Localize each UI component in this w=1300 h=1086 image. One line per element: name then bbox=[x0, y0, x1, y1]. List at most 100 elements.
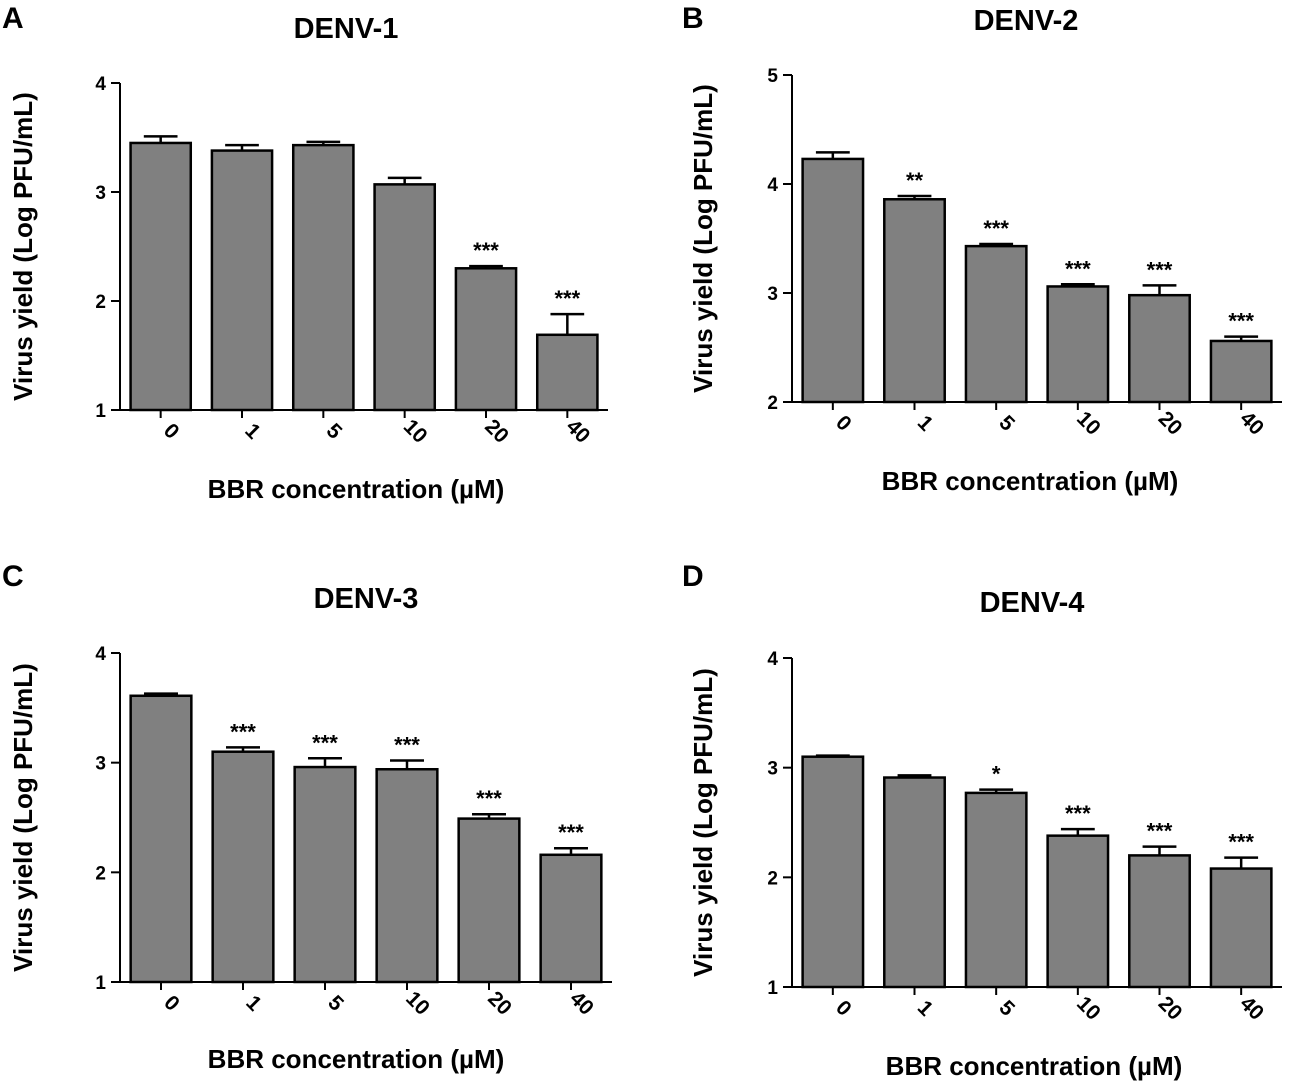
x-tick-label: 10 bbox=[1072, 407, 1105, 440]
bar bbox=[1209, 867, 1273, 989]
y-tick-label: 3 bbox=[767, 759, 778, 780]
y-tick-label: 2 bbox=[767, 393, 778, 414]
x-axis-label: BBR concentration (µM) bbox=[886, 1051, 1183, 1081]
y-tick-label: 3 bbox=[767, 284, 778, 305]
chart-title: DENV-3 bbox=[314, 583, 419, 615]
x-tick-label: 10 bbox=[1072, 992, 1105, 1025]
significance-label: *** bbox=[473, 238, 499, 263]
x-tick-label: 10 bbox=[399, 415, 432, 448]
bar bbox=[1046, 834, 1110, 989]
x-tick-label: 40 bbox=[562, 415, 595, 448]
bar bbox=[457, 817, 521, 984]
panel-c: C DENV-3 Virus yield (Log PFU/mL) BBR conce… bbox=[2, 560, 612, 1074]
x-tick-label: 0 bbox=[159, 991, 184, 1016]
y-tick-label: 2 bbox=[95, 292, 106, 313]
chart-title: DENV-1 bbox=[294, 13, 399, 45]
y-axis-label: Virus yield (Log PFU/mL) bbox=[688, 668, 718, 977]
x-tick-label: 5 bbox=[994, 996, 1019, 1021]
bar bbox=[454, 267, 518, 412]
x-tick-label: 20 bbox=[483, 987, 516, 1020]
x-axis-label: BBR concentration (µM) bbox=[882, 466, 1179, 496]
x-tick-label: 5 bbox=[994, 411, 1019, 436]
x-tick-label: 1 bbox=[240, 419, 265, 444]
significance-label: *** bbox=[1147, 257, 1173, 282]
y-tick-label: 4 bbox=[767, 175, 778, 196]
x-tick-label: 20 bbox=[1154, 407, 1187, 440]
x-tick-label: 0 bbox=[831, 996, 856, 1021]
panel-b: B DENV-2 Virus yield (Log PFU/mL) BBR conce… bbox=[682, 2, 1282, 496]
significance-label: *** bbox=[558, 820, 584, 845]
bar bbox=[375, 767, 439, 984]
bar bbox=[801, 755, 865, 989]
bar bbox=[1128, 293, 1191, 404]
panel-letter: A bbox=[2, 2, 24, 35]
bar bbox=[129, 694, 193, 984]
bar bbox=[1046, 285, 1110, 404]
y-tick-label: 1 bbox=[767, 978, 778, 999]
x-tick-label: 20 bbox=[480, 415, 513, 448]
x-axis-label: BBR concentration (µM) bbox=[208, 1044, 505, 1074]
x-tick-label: 20 bbox=[1154, 992, 1187, 1025]
bar bbox=[373, 183, 437, 412]
y-tick-label: 5 bbox=[767, 66, 778, 87]
significance-label: *** bbox=[554, 286, 580, 311]
panel-letter: C bbox=[2, 560, 24, 593]
y-tick-label: 2 bbox=[95, 863, 106, 884]
x-tick-label: 0 bbox=[831, 411, 856, 436]
y-tick-label: 4 bbox=[95, 74, 106, 95]
y-tick-label: 3 bbox=[95, 754, 106, 775]
chart-title: DENV-4 bbox=[980, 587, 1085, 619]
x-tick-label: 1 bbox=[241, 991, 266, 1016]
x-tick-label: 5 bbox=[323, 991, 348, 1016]
panel-letter: B bbox=[682, 2, 704, 35]
panel-letter: D bbox=[682, 560, 704, 593]
significance-label: *** bbox=[1147, 819, 1173, 844]
y-tick-label: 2 bbox=[767, 868, 778, 889]
bar bbox=[535, 333, 599, 412]
x-axis-label: BBR concentration (µM) bbox=[208, 474, 505, 504]
bar bbox=[1209, 339, 1273, 404]
bar bbox=[210, 149, 274, 412]
chart-title: DENV-2 bbox=[974, 5, 1079, 37]
bar bbox=[1128, 854, 1191, 989]
y-tick-label: 4 bbox=[767, 649, 778, 670]
x-tick-label: 1 bbox=[913, 411, 938, 436]
bar bbox=[539, 853, 603, 984]
x-tick-label: 5 bbox=[322, 419, 347, 444]
y-tick-label: 1 bbox=[95, 973, 106, 994]
bar bbox=[293, 765, 357, 984]
bar bbox=[883, 198, 946, 404]
bar bbox=[964, 244, 1028, 404]
x-tick-label: 40 bbox=[1235, 407, 1268, 440]
significance-label: ** bbox=[906, 168, 924, 193]
bar bbox=[964, 791, 1028, 989]
y-axis-label: Virus yield (Log PFU/mL) bbox=[688, 84, 718, 393]
bar bbox=[211, 750, 275, 984]
significance-label: *** bbox=[312, 730, 338, 755]
significance-label: *** bbox=[983, 216, 1009, 241]
y-axis-label: Virus yield (Log PFU/mL) bbox=[8, 92, 38, 401]
x-tick-label: 40 bbox=[565, 987, 598, 1020]
significance-label: *** bbox=[394, 732, 420, 757]
x-tick-label: 10 bbox=[401, 987, 434, 1020]
y-axis-label: Virus yield (Log PFU/mL) bbox=[8, 663, 38, 972]
significance-label: *** bbox=[1065, 256, 1091, 281]
bar bbox=[291, 143, 355, 412]
bar bbox=[883, 776, 946, 989]
significance-label: * bbox=[992, 762, 1001, 787]
significance-label: *** bbox=[476, 786, 502, 811]
y-tick-label: 1 bbox=[95, 401, 106, 422]
panel-a: A DENV-1 Virus yield (Log PFU/mL) BBR conce… bbox=[2, 2, 608, 504]
significance-label: *** bbox=[1228, 309, 1254, 334]
bar bbox=[801, 157, 865, 404]
y-tick-label: 4 bbox=[95, 644, 106, 665]
x-tick-label: 0 bbox=[159, 419, 184, 444]
y-tick-label: 3 bbox=[95, 183, 106, 204]
panel-d: D DENV-4 Virus yield (Log PFU/mL) BBR conce… bbox=[682, 560, 1282, 1081]
significance-label: *** bbox=[1065, 801, 1091, 826]
bar bbox=[129, 141, 193, 412]
x-tick-label: 1 bbox=[913, 996, 938, 1021]
x-tick-label: 40 bbox=[1235, 992, 1268, 1025]
significance-label: *** bbox=[230, 719, 256, 744]
